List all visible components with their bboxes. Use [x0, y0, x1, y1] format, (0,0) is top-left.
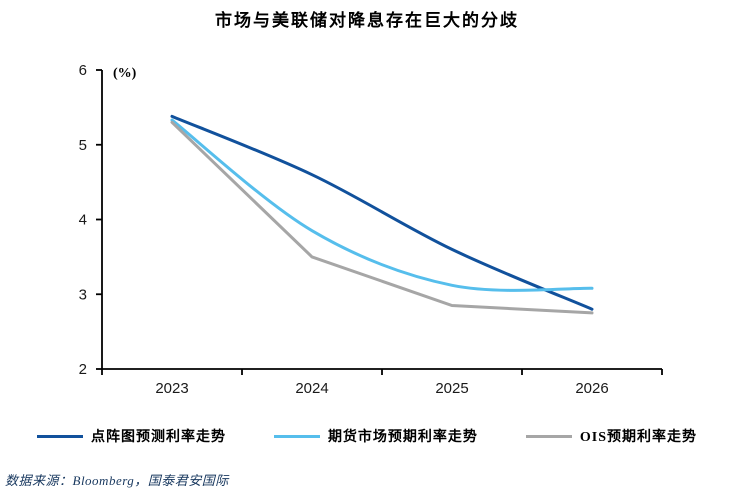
legend-item-futures: 期货市场预期利率走势 — [273, 426, 478, 446]
series-line-0 — [170, 114, 594, 311]
futures-line-swatch-icon — [273, 434, 320, 438]
series-line-1 — [170, 118, 594, 292]
y-tick-label: 2 — [79, 361, 87, 378]
unit-label: (%) — [113, 66, 137, 81]
legend-label-ois: OIS预期利率走势 — [579, 430, 697, 445]
x-tick-label: 2024 — [295, 380, 328, 397]
legend-item-ois: OIS预期利率走势 — [525, 426, 697, 446]
line-chart-plot: 2 3 4 5 6 2023 2024 2025 2026 (%) — [79, 62, 663, 397]
legend-label-dot-plot: 点阵图预测利率走势 — [91, 430, 226, 445]
chart-title: 市场与美联储对降息存在巨大的分歧 — [215, 11, 519, 30]
legend-label-futures: 期货市场预期利率走势 — [327, 430, 478, 445]
dot-plot-line-swatch-icon — [37, 434, 83, 438]
y-tick-label: 5 — [79, 137, 87, 154]
chart-legend: 点阵图预测利率走势 期货市场预期利率走势 OIS预期利率走势 — [37, 426, 697, 446]
x-tick-label: 2025 — [435, 380, 468, 397]
x-tick-label: 2023 — [155, 380, 188, 397]
y-tick-label: 4 — [79, 212, 87, 229]
legend-item-dot-plot: 点阵图预测利率走势 — [37, 426, 226, 446]
series-line-2 — [170, 120, 594, 315]
source-note: 数据来源：Bloomberg，国泰君安国际 — [5, 473, 229, 488]
x-tick-label: 2026 — [575, 380, 608, 397]
y-tick-label: 6 — [79, 62, 87, 79]
ois-line-swatch-icon — [525, 434, 572, 438]
y-tick-label: 3 — [79, 286, 87, 303]
